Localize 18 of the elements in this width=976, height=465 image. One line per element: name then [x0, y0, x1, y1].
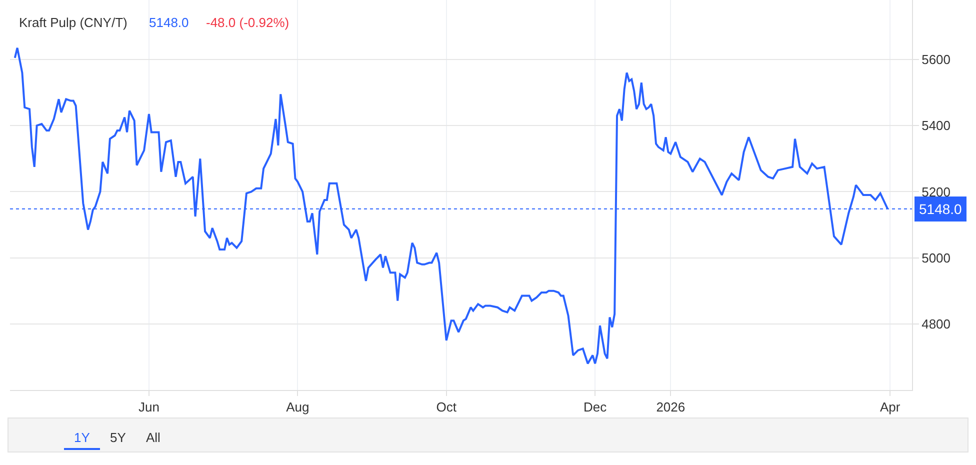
y-tick-label: 5400 [922, 118, 951, 134]
x-tick-label: Apr [880, 400, 901, 415]
y-tick-label: 5200 [922, 184, 951, 200]
y-tick-label: 5000 [922, 250, 951, 266]
text: 5Y [110, 430, 126, 445]
y-tick-label: 5600 [922, 52, 951, 68]
x-tick-label: Aug [286, 400, 310, 415]
annotation: 5148.0 [149, 15, 189, 30]
x-tick-label: 2026 [656, 400, 686, 415]
ref-line-label: 5148.0 [919, 201, 962, 217]
text: All [146, 430, 161, 445]
y-tick-label: 4800 [922, 316, 951, 332]
text: 1Y [74, 430, 90, 445]
annotation: -48.0 (-0.92%) [206, 15, 290, 30]
text: Kraft Pulp (CNY/T) [19, 15, 128, 30]
x-tick-label: Jun [138, 400, 160, 415]
x-tick-label: Oct [436, 400, 457, 415]
x-tick-label: Dec [584, 400, 608, 415]
